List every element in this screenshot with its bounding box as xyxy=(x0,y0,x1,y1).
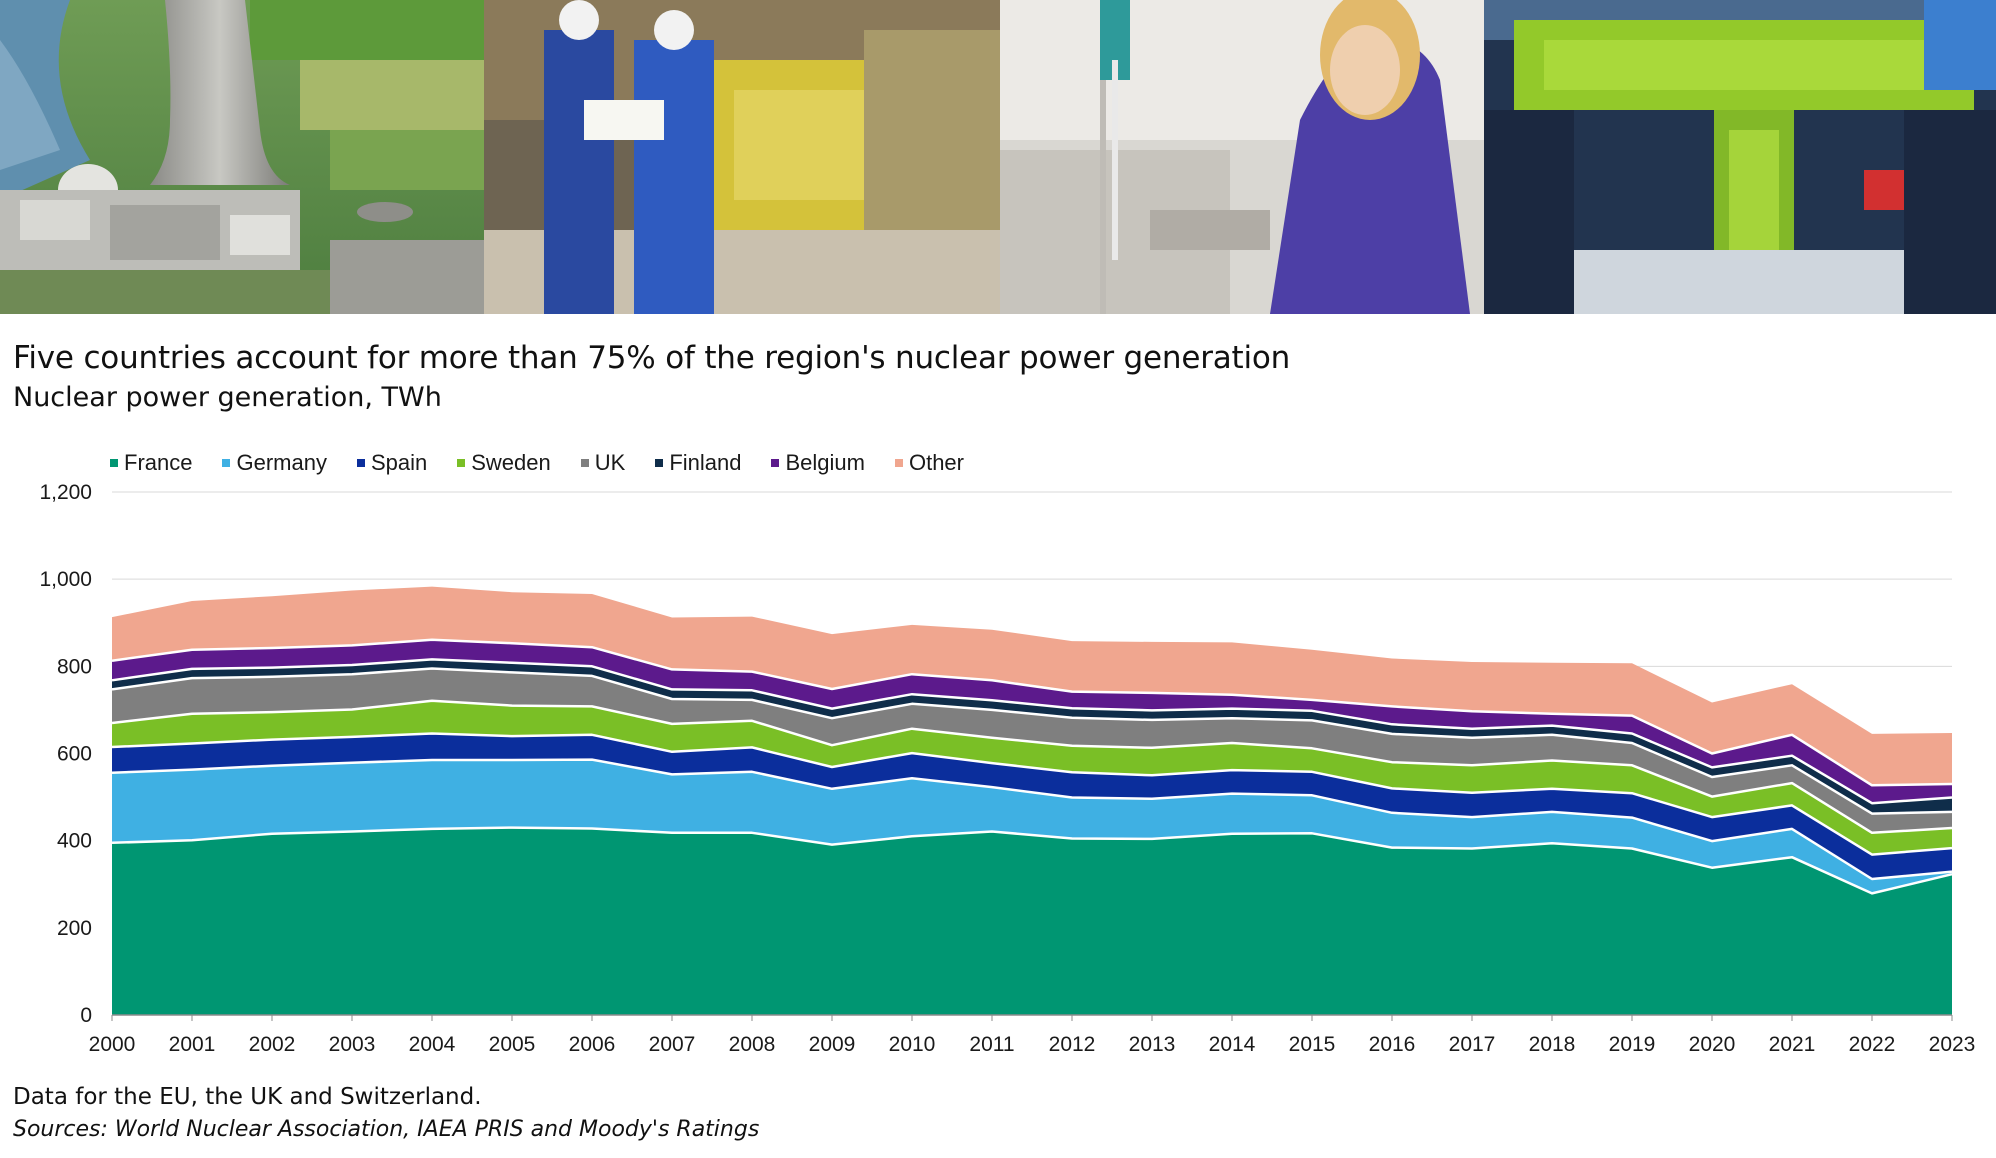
series-line-belgium xyxy=(111,638,1953,787)
x-tick-label-2020: 2020 xyxy=(1689,1033,1736,1056)
area-sweden xyxy=(112,700,1952,855)
x-tick-label-2000: 2000 xyxy=(89,1033,136,1056)
x-tick-label-2007: 2007 xyxy=(649,1033,696,1056)
series-line-uk xyxy=(111,667,1953,815)
x-tick-label-2014: 2014 xyxy=(1209,1033,1256,1056)
legend-label-other: Other xyxy=(908,450,964,475)
x-tick-label-2005: 2005 xyxy=(489,1033,536,1056)
area-germany xyxy=(112,759,1952,894)
x-tick-label-2016: 2016 xyxy=(1369,1033,1416,1056)
x-tick-label-2022: 2022 xyxy=(1849,1033,1896,1056)
legend-swatch-germany xyxy=(222,459,231,467)
legend-swatch-sweden xyxy=(457,459,466,467)
series-line-finland xyxy=(111,658,1953,805)
series-line-spain xyxy=(111,732,1953,856)
legend-swatch-france xyxy=(110,459,118,467)
area-spain xyxy=(112,733,1952,879)
area-france xyxy=(112,827,1952,1015)
legend-label-spain: Spain xyxy=(370,450,428,475)
legend-label-france: France xyxy=(124,450,193,475)
legend-label-belgium: Belgium xyxy=(785,450,865,475)
legend-label-uk: UK xyxy=(594,450,626,475)
legend-swatch-spain xyxy=(356,459,365,467)
y-tick-label-0: 0 xyxy=(80,1004,92,1027)
legend-swatch-belgium xyxy=(771,459,780,467)
x-tick-label-2013: 2013 xyxy=(1129,1033,1176,1056)
chart-title: Five countries account for more than 75%… xyxy=(13,340,1291,376)
x-tick-label-2006: 2006 xyxy=(569,1033,616,1056)
y-tick-label-400: 400 xyxy=(57,830,92,853)
x-tick-label-2017: 2017 xyxy=(1449,1033,1496,1056)
chart-legend: France Germany Spain Sweden UK Finland Belgium… xyxy=(110,450,994,476)
x-tick-label-2003: 2003 xyxy=(329,1033,376,1056)
x-tick-label-2019: 2019 xyxy=(1609,1033,1656,1056)
legend-item-sweden: Sweden xyxy=(457,450,551,476)
legend-label-finland: Finland xyxy=(669,450,742,475)
legend-item-france: France xyxy=(110,450,192,476)
x-tick-label-2008: 2008 xyxy=(729,1033,776,1056)
series-line-germany xyxy=(111,758,1953,881)
reactor-hall-crane-photo xyxy=(1484,0,1996,314)
x-tick-label-2011: 2011 xyxy=(969,1033,1014,1056)
sources-note: Sources: World Nuclear Association, IAEA… xyxy=(13,1117,760,1142)
y-tick-label-200: 200 xyxy=(57,917,92,940)
legend-swatch-other xyxy=(894,459,903,467)
photo-strip xyxy=(0,0,1996,314)
x-tick-label-2004: 2004 xyxy=(409,1033,456,1056)
legend-label-germany: Germany xyxy=(236,450,327,475)
legend-item-finland: Finland xyxy=(655,450,741,476)
data-note: Data for the EU, the UK and Switzerland. xyxy=(13,1084,482,1110)
y-tick-label-1200: 1,200 xyxy=(39,481,92,504)
x-tick-label-2010: 2010 xyxy=(889,1033,936,1056)
legend-item-belgium: Belgium xyxy=(771,450,865,476)
legend-item-spain: Spain xyxy=(356,450,428,476)
x-tick-label-2009: 2009 xyxy=(809,1033,856,1056)
lab-technician-photo xyxy=(1000,0,1484,314)
x-tick-label-2018: 2018 xyxy=(1529,1033,1576,1056)
y-tick-label-600: 600 xyxy=(57,743,92,766)
series-line-sweden xyxy=(111,699,1953,835)
y-tick-label-800: 800 xyxy=(57,655,92,678)
legend-item-other: Other xyxy=(894,450,964,476)
x-tick-label-2012: 2012 xyxy=(1049,1033,1096,1056)
area-belgium xyxy=(112,639,1952,804)
area-uk xyxy=(112,668,1952,833)
engineers-in-turbine-hall-photo xyxy=(484,0,1000,314)
legend-item-germany: Germany xyxy=(222,450,327,476)
x-tick-label-2002: 2002 xyxy=(249,1033,296,1056)
cooling-tower-aerial-photo xyxy=(0,0,484,314)
chart-subtitle: Nuclear power generation, TWh xyxy=(13,382,442,413)
x-tick-label-2015: 2015 xyxy=(1289,1033,1336,1056)
series-line-france xyxy=(111,826,1953,895)
x-tick-label-2023: 2023 xyxy=(1929,1033,1976,1056)
legend-item-uk: UK xyxy=(580,450,626,476)
legend-label-sweden: Sweden xyxy=(471,450,551,475)
x-tick-label-2001: 2001 xyxy=(169,1033,216,1056)
legend-swatch-uk xyxy=(580,459,589,467)
stacked-area-chart: 0 200 400 600 800 1,000 1,200 2000 2001 2002 2003 2… xyxy=(39,481,1976,1056)
legend-swatch-finland xyxy=(655,459,664,467)
y-tick-label-1000: 1,000 xyxy=(39,568,92,591)
x-tick-label-2021: 2021 xyxy=(1769,1033,1816,1056)
